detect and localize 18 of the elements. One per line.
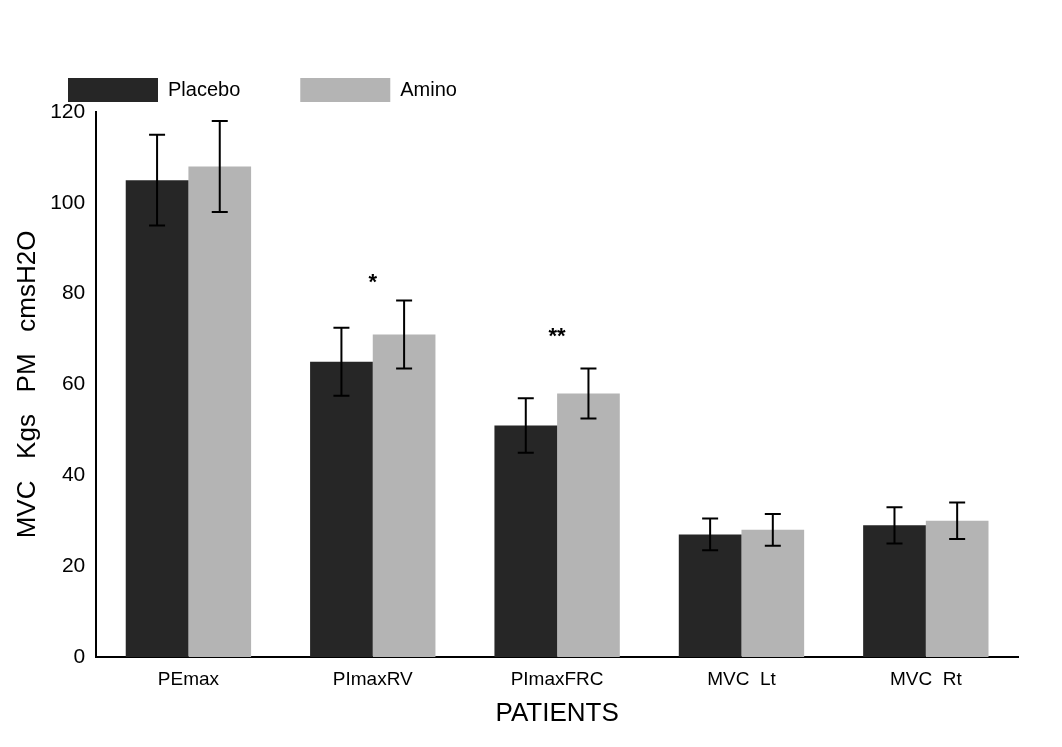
legend-label: Placebo (168, 77, 241, 100)
annotation: ** (548, 323, 567, 349)
y-tick-label: 20 (61, 552, 86, 576)
x-tick-label: PImaxRV (332, 667, 414, 689)
x-tick-label: PImaxFRC (510, 667, 604, 689)
x-axis-title: PATIENTS (495, 696, 619, 727)
x-tick-label: MVC Rt (889, 667, 963, 689)
y-tick-label: 100 (50, 189, 86, 213)
annotation: * (368, 268, 378, 294)
y-tick-label: 120 (50, 98, 86, 122)
legend-label: Amino (400, 77, 457, 100)
x-tick-label: PEmax (157, 667, 220, 689)
y-tick-label: 80 (61, 280, 86, 304)
x-tick-label: MVC Lt (707, 667, 777, 689)
y-tick-label: 60 (61, 371, 86, 395)
y-axis-title: MVC Kgs PM cmsH2O (10, 230, 41, 539)
y-tick-label: 40 (61, 462, 86, 486)
y-tick-label: 0 (73, 643, 86, 667)
